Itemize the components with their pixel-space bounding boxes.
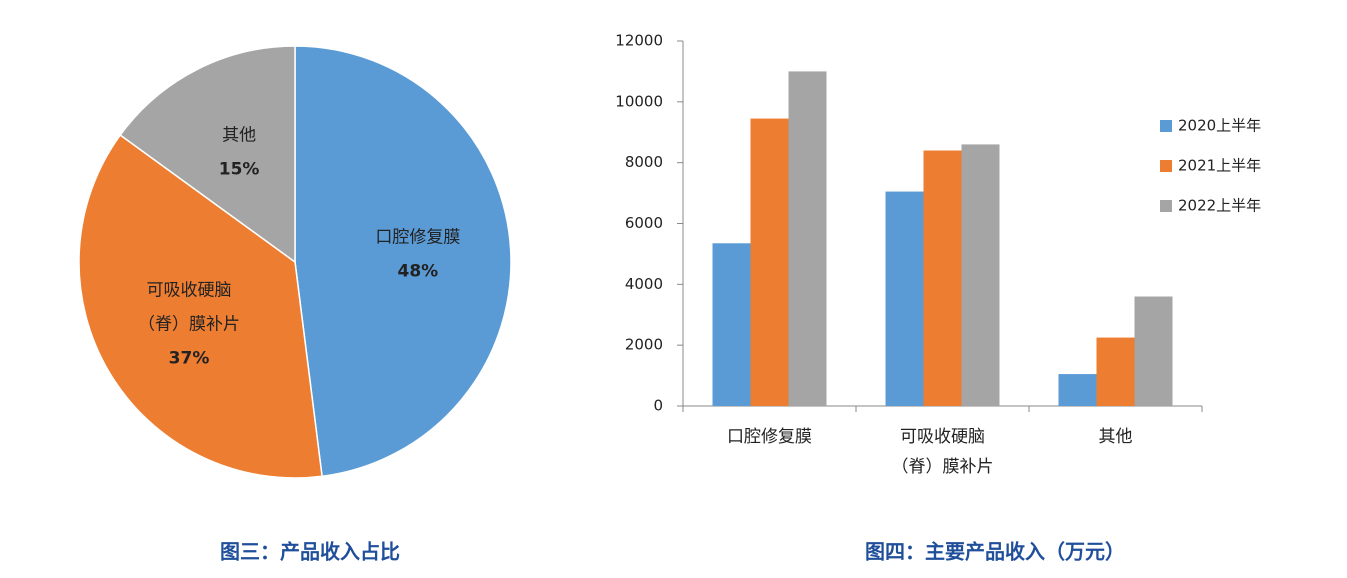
pie-caption: 图三：产品收入占比 <box>220 540 400 564</box>
slice-label: 可吸收硬脑（脊）膜补片 <box>138 281 240 335</box>
y-tick-label: 8000 <box>625 153 663 171</box>
bar <box>1134 296 1173 406</box>
legend-swatch <box>1160 200 1172 212</box>
bar <box>788 71 827 407</box>
x-tick-label: 口腔修复膜 <box>727 427 812 447</box>
legend-swatch <box>1160 120 1172 132</box>
bar <box>750 118 789 406</box>
y-tick-label: 2000 <box>625 336 663 354</box>
y-tick-label: 6000 <box>625 214 663 232</box>
legend-label: 2020上半年 <box>1178 117 1261 135</box>
legend-label: 2022上半年 <box>1178 197 1261 215</box>
x-tick-label: 其他 <box>1099 427 1133 447</box>
pie-slice <box>294 45 512 478</box>
slice-label: 其他 <box>222 125 256 145</box>
bar <box>885 191 924 406</box>
pie-slice <box>119 45 296 264</box>
bar <box>1096 337 1135 406</box>
y-tick-label: 4000 <box>625 275 663 293</box>
bar <box>1058 374 1097 406</box>
bar <box>961 144 1000 406</box>
y-tick-label: 12000 <box>615 32 663 50</box>
slice-value-label: 15% <box>219 159 260 179</box>
legend-swatch <box>1160 160 1172 172</box>
bar-caption: 图四：主要产品收入（万元） <box>865 540 1125 564</box>
bar <box>712 243 751 406</box>
slice-value-label: 37% <box>169 349 210 369</box>
slice-value-label: 48% <box>398 261 439 281</box>
bar <box>923 150 962 406</box>
y-tick-label: 0 <box>653 397 663 415</box>
slice-label: 口腔修复膜 <box>375 227 460 247</box>
y-tick-label: 10000 <box>615 92 663 110</box>
x-tick-label: 可吸收硬脑（脊）膜补片 <box>892 427 994 477</box>
pie-slice <box>78 133 323 479</box>
legend-label: 2021上半年 <box>1178 157 1261 175</box>
